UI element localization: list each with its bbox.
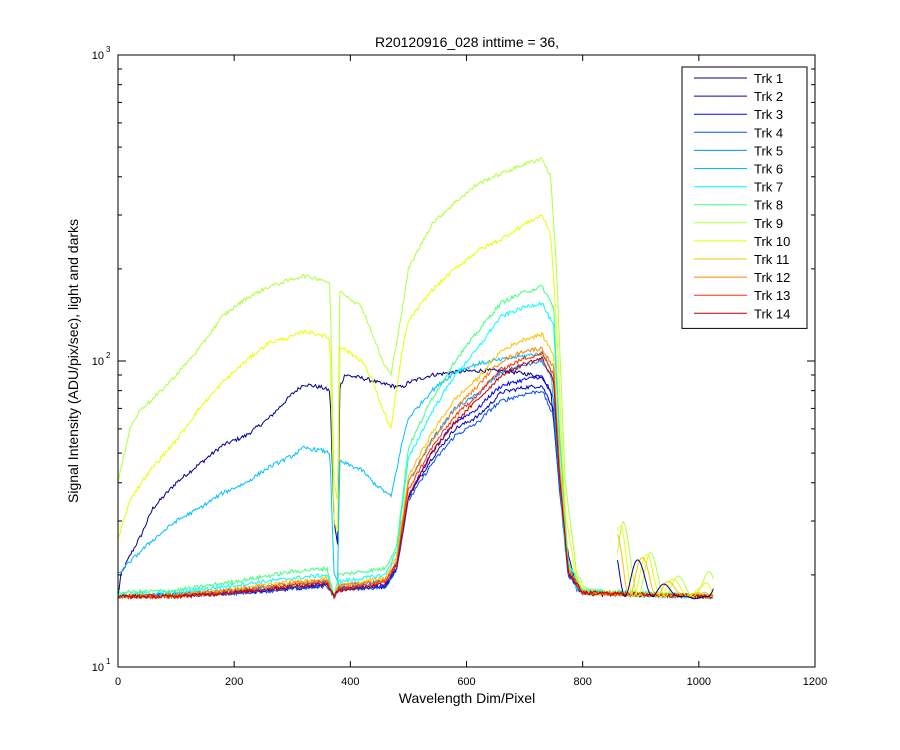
legend-box	[681, 66, 808, 329]
legend: Trk 1 Trk 2 Trk 3 Trk 4 Trk 5 Trk 6 Trk 7 Trk 8…	[681, 66, 808, 329]
x-tick-label: 600	[457, 676, 475, 688]
oscillation-line	[617, 534, 714, 598]
legend-label: Trk 7	[754, 180, 783, 195]
legend-label: Trk 10	[754, 234, 790, 249]
oscillation-line	[617, 559, 714, 600]
legend-label: Trk 4	[754, 125, 783, 140]
legend-label: Trk 3	[754, 107, 783, 122]
series-line	[118, 355, 714, 600]
legend-label: Trk 5	[754, 143, 783, 158]
y-tick-label: 10	[92, 50, 104, 62]
y-tick-exponent: 2	[106, 351, 111, 360]
legend-label: Trk 11	[754, 252, 789, 267]
y-tick-label: 10	[92, 356, 104, 368]
y-axis-title: Signal Intensity (ADU/pix/sec), light an…	[65, 219, 81, 503]
x-tick-label: 1200	[803, 676, 827, 688]
oscillation-line	[617, 525, 714, 598]
x-tick-label: 400	[341, 676, 359, 688]
x-tick-label: 800	[573, 676, 591, 688]
legend-label: Trk 2	[754, 89, 783, 104]
x-axis-title: Wavelength Dim/Pixel	[399, 690, 535, 706]
series-line	[118, 156, 714, 600]
series-line	[118, 284, 714, 600]
legend-label: Trk 1	[754, 71, 783, 86]
legend-label: Trk 14	[754, 306, 790, 321]
y-tick-label: 10	[92, 662, 104, 674]
series-line	[118, 358, 714, 599]
x-tick-label: 1000	[687, 676, 711, 688]
series-line	[118, 350, 714, 600]
series-line	[118, 346, 713, 600]
legend-label: Trk 9	[754, 216, 783, 231]
series-line	[118, 214, 714, 599]
oscillation-line	[617, 520, 714, 598]
y-tick-exponent: 3	[106, 45, 111, 54]
legend-label: Trk 12	[754, 270, 790, 285]
y-tick-exponent: 1	[106, 657, 111, 666]
series-line	[118, 301, 714, 599]
series-line	[118, 331, 714, 600]
legend-label: Trk 13	[754, 288, 790, 303]
legend-label: Trk 6	[754, 162, 783, 177]
x-tick-label: 0	[115, 676, 121, 688]
chart-title: R20120916_028 inttime = 36,	[375, 34, 559, 50]
x-axis: 0 200 400 600 800 1000 1200	[115, 55, 827, 688]
x-tick-label: 200	[225, 676, 243, 688]
plot-area	[118, 156, 714, 600]
series-line	[118, 351, 713, 600]
legend-label: Trk 8	[754, 198, 783, 213]
